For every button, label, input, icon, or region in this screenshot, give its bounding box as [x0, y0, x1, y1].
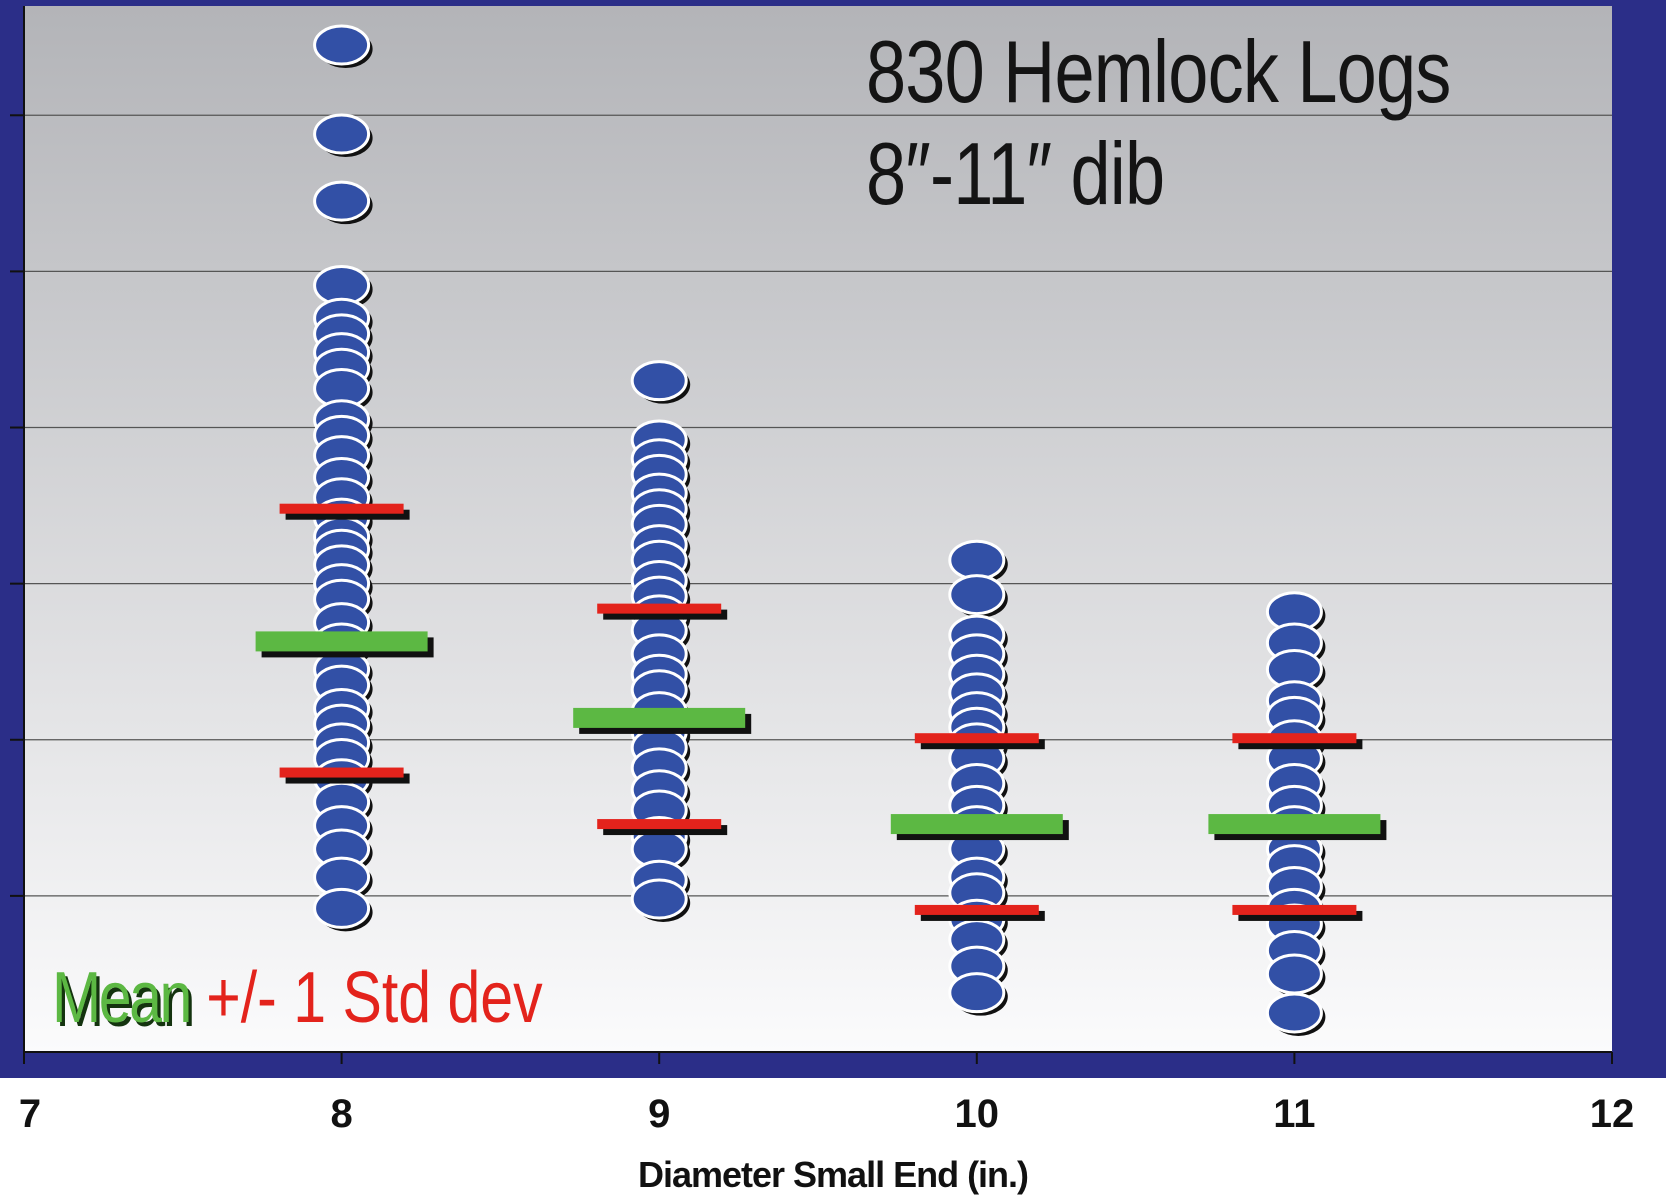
sd-upper-bar-shadow	[1238, 739, 1363, 750]
data-point	[630, 360, 688, 402]
x-tick-label: 11	[1273, 1092, 1316, 1136]
chart-subtitle: 8″-11″ dib	[866, 124, 1165, 223]
chart-title: 830 Hemlock Logs	[866, 22, 1451, 121]
x-tick-label: 10	[954, 1092, 1000, 1136]
sd-upper-bar-shadow	[920, 739, 1045, 750]
data-point	[1265, 992, 1323, 1034]
x-tick-label: 8	[330, 1092, 353, 1136]
sd-lower-bar-shadow	[920, 910, 1045, 921]
data-point	[1265, 953, 1323, 995]
sd-lower-bar	[279, 767, 404, 778]
x-tick-label: 7	[18, 1092, 42, 1136]
sd-lower-bar	[597, 819, 722, 830]
sd-upper-bar	[597, 603, 722, 614]
sd-upper-bar	[1232, 733, 1357, 744]
data-point	[948, 539, 1006, 581]
x-tick-label: 12	[1589, 1092, 1635, 1136]
sd-upper-bar	[914, 733, 1039, 744]
mean-bar	[1208, 814, 1381, 835]
data-point	[948, 972, 1006, 1014]
legend-mean-label: Mean	[52, 958, 192, 1038]
sd-lower-bar	[1232, 904, 1357, 915]
sd-lower-bar-shadow	[603, 825, 728, 836]
x-tick-label: 9	[648, 1092, 671, 1136]
sd-upper-bar-shadow	[603, 609, 728, 620]
sd-lower-bar-shadow	[285, 773, 410, 784]
plot-background	[24, 6, 1612, 1052]
chart-plot	[10, 6, 1613, 1064]
data-point	[313, 180, 371, 222]
sd-upper-bar	[279, 503, 404, 514]
data-point	[313, 113, 371, 155]
mean-bar	[890, 814, 1063, 835]
sd-upper-bar-shadow	[285, 509, 410, 520]
data-point	[630, 878, 688, 920]
data-point	[948, 574, 1006, 616]
legend: Mean +/- 1 Std dev	[52, 962, 543, 1034]
mean-bar	[255, 631, 428, 652]
sd-lower-bar-shadow	[1238, 910, 1363, 921]
data-point	[313, 24, 371, 66]
mean-bar	[573, 707, 746, 728]
legend-sd-label: +/- 1 Std dev	[206, 958, 543, 1038]
sd-lower-bar	[914, 904, 1039, 915]
x-axis-label: Diameter Small End (in.)	[637, 1154, 1029, 1195]
data-point	[313, 887, 371, 929]
